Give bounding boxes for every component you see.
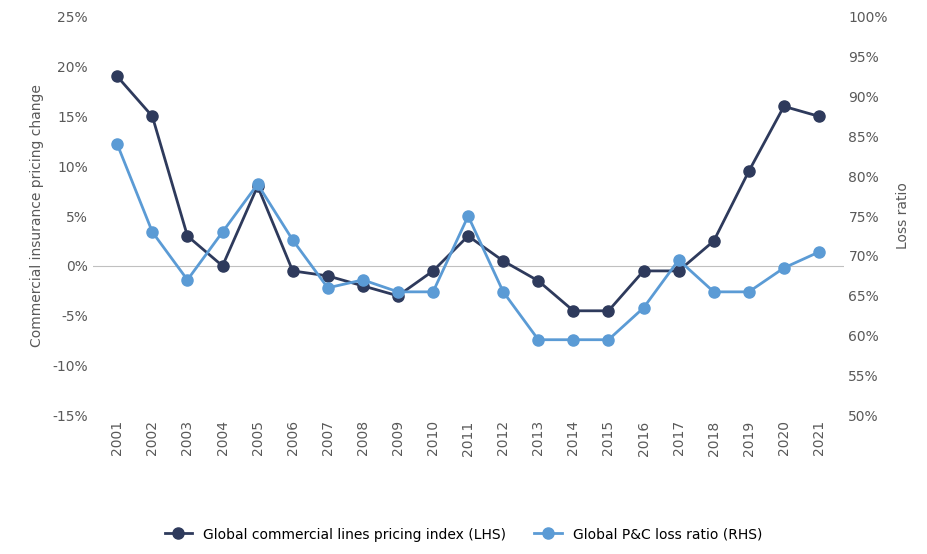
Y-axis label: Commercial insurance pricing change: Commercial insurance pricing change [30,85,44,347]
Y-axis label: Loss ratio: Loss ratio [896,183,910,249]
Legend: Global commercial lines pricing index (LHS), Global P&C loss ratio (RHS): Global commercial lines pricing index (L… [159,522,768,547]
